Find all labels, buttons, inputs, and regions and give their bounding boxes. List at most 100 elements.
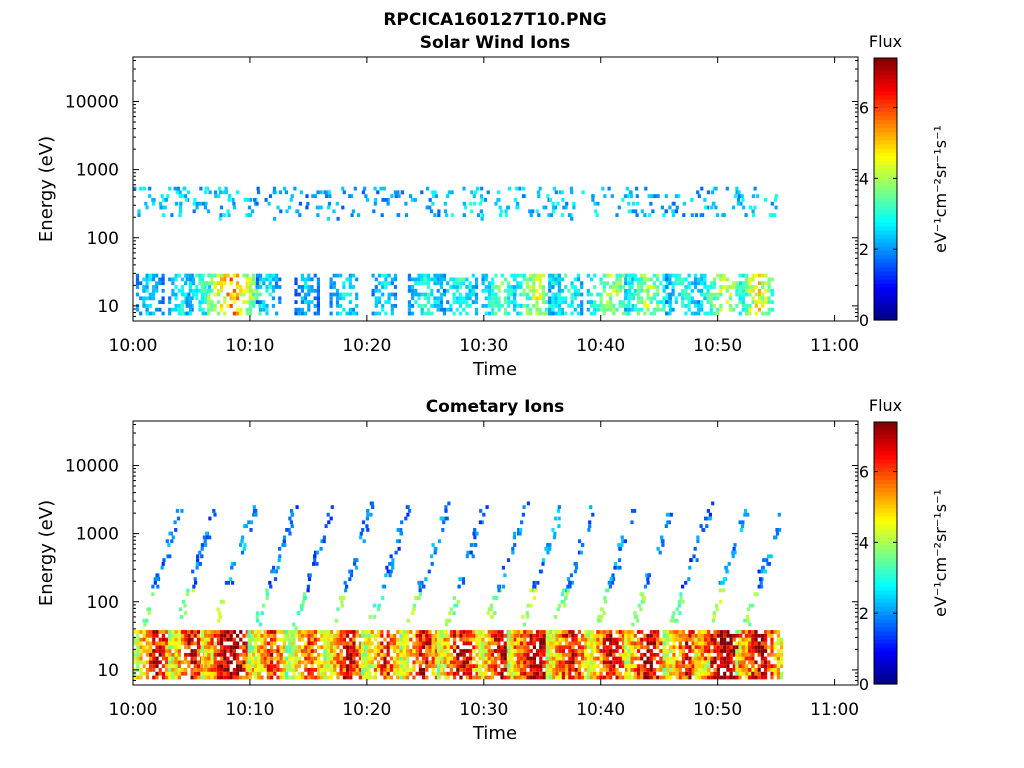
spectrogram-cell bbox=[691, 641, 695, 646]
spectrogram-cell bbox=[177, 652, 181, 657]
spectrogram-cell bbox=[149, 668, 153, 672]
spectrogram-cell bbox=[710, 675, 714, 680]
spectrogram-cell bbox=[402, 671, 406, 676]
spectrogram-cell bbox=[633, 292, 637, 297]
spectrogram-cell bbox=[190, 652, 194, 657]
spectrogram-cell bbox=[703, 671, 708, 676]
spectrogram-cell bbox=[542, 205, 546, 210]
spectrogram-cell bbox=[475, 668, 479, 672]
spectrogram-cell bbox=[183, 603, 187, 608]
spectrogram-cell bbox=[646, 633, 650, 638]
spectrogram-cell bbox=[285, 528, 289, 532]
spectrogram-cell bbox=[145, 641, 149, 646]
spectrogram-cell bbox=[239, 292, 243, 297]
spectrogram-cell bbox=[364, 671, 368, 676]
spectrogram-cell bbox=[431, 652, 435, 657]
spectrogram-cell bbox=[229, 292, 233, 297]
spectrogram-cell bbox=[652, 652, 657, 657]
spectrogram-cell bbox=[565, 671, 569, 676]
spectrogram-cell bbox=[682, 201, 686, 206]
spectrogram-cell bbox=[359, 535, 363, 540]
spectrogram-cell bbox=[316, 277, 320, 282]
spectrogram-cell bbox=[578, 550, 582, 555]
spectrogram-cell bbox=[726, 633, 730, 638]
spectrogram-cell bbox=[195, 296, 199, 301]
spectrogram-cell bbox=[767, 296, 771, 301]
spectrogram-cell bbox=[685, 633, 689, 638]
spectrogram-cell bbox=[330, 641, 334, 646]
spectrogram-cell bbox=[599, 300, 603, 304]
spectrogram-cell bbox=[199, 186, 203, 191]
spectrogram-cell bbox=[669, 675, 673, 680]
spectrogram-cell bbox=[636, 637, 641, 642]
spectrogram-cell bbox=[516, 649, 520, 653]
spectrogram-cell bbox=[168, 649, 172, 653]
spectrogram-cell bbox=[541, 296, 545, 301]
spectrogram-cell bbox=[567, 288, 571, 293]
spectrogram-cell bbox=[214, 190, 218, 195]
spectrogram-cell bbox=[539, 656, 543, 661]
spectrogram-cell bbox=[273, 671, 277, 676]
spectrogram-cell bbox=[342, 633, 346, 638]
spectrogram-cell bbox=[586, 645, 590, 650]
spectrogram-cell bbox=[675, 675, 679, 680]
spectrogram-cell bbox=[568, 633, 572, 638]
spectrogram-cell bbox=[313, 296, 317, 301]
spectrogram-cell bbox=[500, 633, 504, 638]
spectrogram-cell bbox=[453, 641, 457, 646]
spectrogram-cell bbox=[576, 277, 581, 282]
colorbar-swatch bbox=[874, 180, 897, 186]
spectrogram-cell bbox=[456, 664, 460, 668]
spectrogram-cell bbox=[399, 633, 403, 638]
spectrogram-cell bbox=[446, 660, 450, 665]
spectrogram-cell bbox=[468, 201, 473, 206]
spectrogram-cell bbox=[552, 668, 556, 672]
spectrogram-cell bbox=[665, 656, 670, 661]
spectrogram-cell bbox=[767, 300, 771, 304]
spectrogram-cell bbox=[648, 213, 652, 217]
spectrogram-cell bbox=[552, 660, 556, 665]
spectrogram-cell bbox=[703, 281, 707, 286]
spectrogram-cell bbox=[706, 288, 710, 293]
spectrogram-cell bbox=[174, 292, 178, 297]
spectrogram-cell bbox=[204, 288, 208, 293]
colorbar-swatch bbox=[874, 295, 897, 301]
spectrogram-cell bbox=[624, 630, 628, 634]
spectrogram-cell bbox=[525, 611, 529, 615]
spectrogram-cell bbox=[242, 645, 246, 650]
spectrogram-cell bbox=[631, 509, 635, 513]
spectrogram-cell bbox=[741, 281, 746, 286]
spectrogram-cell bbox=[666, 512, 670, 517]
spectrogram-cell bbox=[313, 633, 317, 638]
spectrogram-cell bbox=[436, 281, 440, 286]
spectrogram-cell bbox=[151, 201, 156, 206]
spectrogram-cell bbox=[576, 292, 581, 297]
spectrogram-cell bbox=[643, 288, 647, 293]
spectrogram-cell bbox=[142, 630, 146, 634]
spectrogram-cell bbox=[723, 637, 727, 642]
spectrogram-cell bbox=[184, 668, 188, 672]
spectrogram-cell bbox=[349, 569, 354, 574]
spectrogram-cell bbox=[645, 573, 649, 578]
spectrogram-cell bbox=[513, 304, 517, 308]
spectrogram-cell bbox=[561, 588, 566, 593]
spectrogram-cell bbox=[288, 516, 292, 521]
spectrogram-cell bbox=[539, 675, 543, 680]
spectrogram-cell bbox=[242, 273, 246, 278]
spectrogram-cell bbox=[390, 292, 394, 297]
spectrogram-cell bbox=[301, 649, 305, 653]
spectrogram-cell bbox=[555, 649, 559, 653]
spectrogram-cell bbox=[210, 281, 214, 286]
spectrogram-cell bbox=[349, 645, 353, 650]
spectrogram-cell bbox=[474, 292, 479, 297]
spectrogram-cell bbox=[437, 649, 441, 653]
spectrogram-cell bbox=[656, 633, 660, 638]
spectrogram-cell bbox=[265, 588, 269, 593]
spectrogram-cell bbox=[586, 641, 590, 646]
spectrogram-cell bbox=[229, 645, 233, 650]
spectrogram-cell bbox=[573, 569, 577, 574]
spectrogram-cell bbox=[605, 675, 610, 680]
spectrogram-cell bbox=[252, 288, 256, 293]
spectrogram-cell bbox=[475, 664, 479, 668]
spectrogram-cell bbox=[236, 671, 240, 676]
